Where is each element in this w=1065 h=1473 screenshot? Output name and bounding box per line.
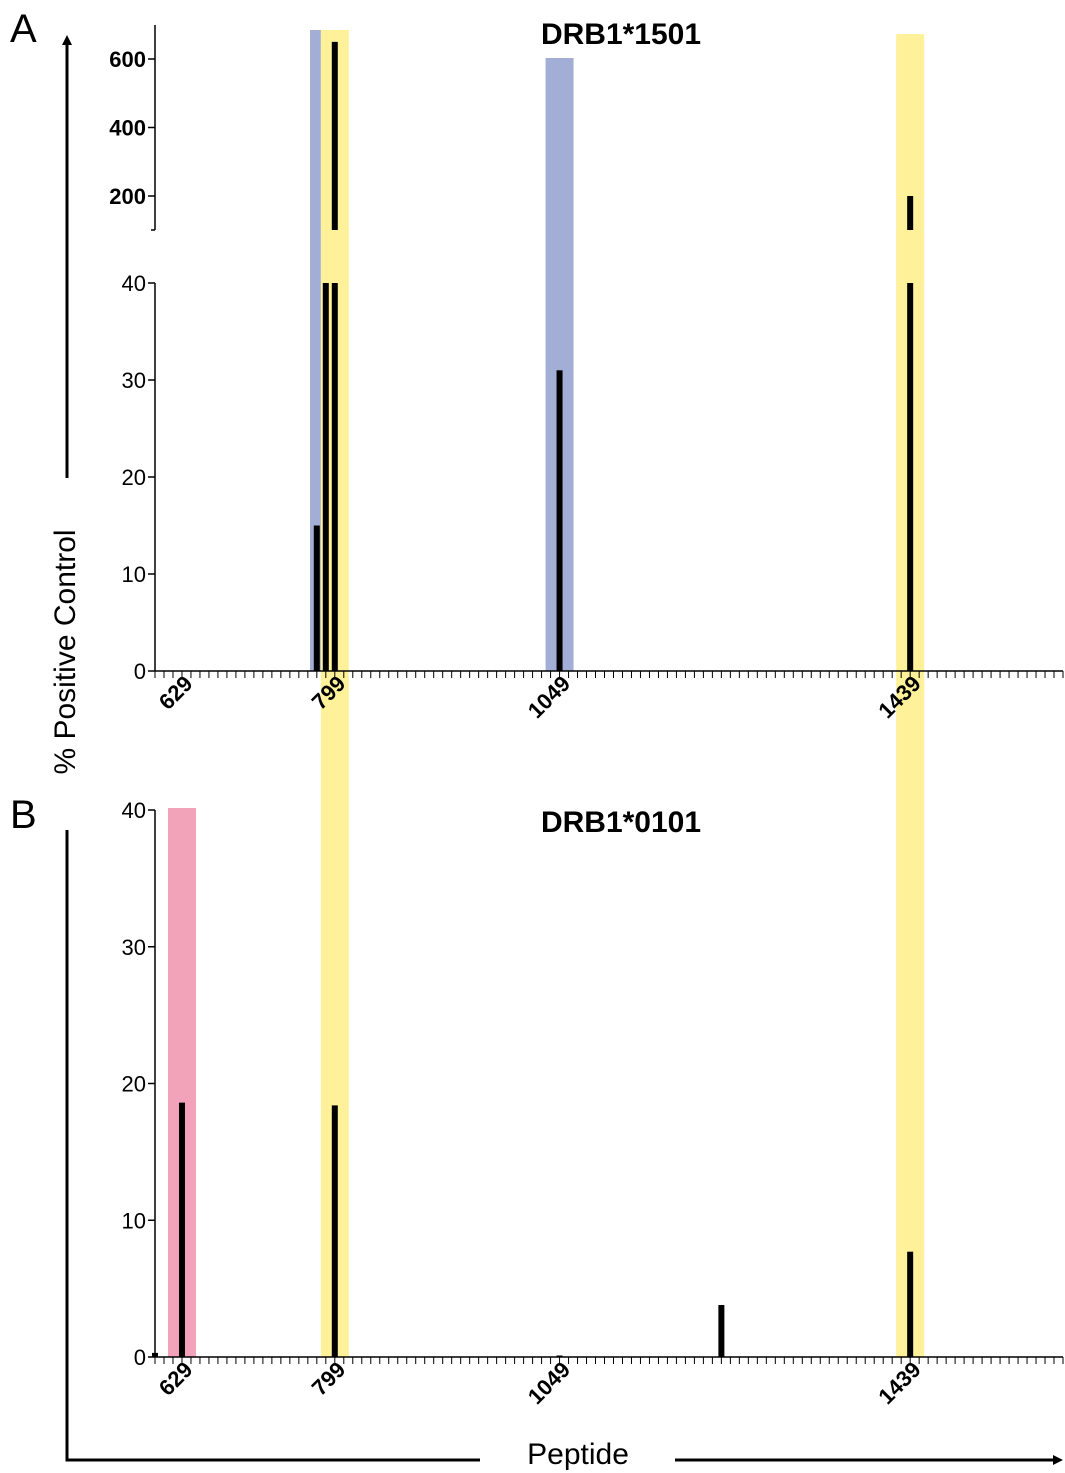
panel-a-bar-upper: [907, 196, 914, 230]
panel-b-y-tick-label: 20: [122, 1072, 146, 1097]
panel-b-bar: [152, 1352, 158, 1357]
panel-a-bar: [556, 370, 563, 671]
panel-a-y-tick-label: 10: [122, 562, 146, 587]
panel-a-y-tick-label: 0: [134, 659, 146, 684]
panel-a-bar: [322, 283, 329, 671]
y-arrow-lower: [65, 830, 480, 1462]
x-axis-title: Peptide: [527, 1438, 629, 1471]
panel-a-chart: DRB1*1501 0 10 20 30 40 200 400 600 629 799 1049 1…: [109, 18, 1064, 1357]
panel-a-highlight-bands: [310, 30, 925, 1357]
panel-letter-b: B: [10, 793, 37, 837]
panel-letter-a: A: [10, 7, 37, 51]
panel-b-y-tick-label: 0: [134, 1345, 146, 1370]
panel-b-bar: [556, 1355, 563, 1357]
figure-frame-arrows: [62, 35, 1063, 1465]
panel-a-y-tick-label: 20: [122, 465, 146, 490]
panel-b-bars: [152, 1102, 914, 1357]
panel-a-band-yellow-1439: [896, 34, 925, 1357]
panel-b-bar: [907, 1251, 914, 1357]
panel-b-axes: 0 10 20 30 40: [122, 798, 1064, 1370]
panel-b-y-tick-label: 40: [122, 798, 146, 823]
panel-b-y-tick-label: 10: [122, 1208, 146, 1233]
panel-a-bar: [313, 525, 320, 671]
panel-b-bar: [718, 1305, 725, 1357]
panel-b-y-tick-label: 30: [122, 935, 146, 960]
panel-b-bar: [331, 1105, 338, 1357]
panel-a-y-tick-label: 30: [122, 368, 146, 393]
panel-a-y-tick-label: 40: [122, 271, 146, 296]
panel-a-y-tick-label: 600: [109, 47, 146, 72]
panel-b-bar: [178, 1102, 185, 1357]
panel-a-bars: [313, 41, 914, 671]
panel-a-bar: [331, 283, 338, 671]
panel-a-x-tick-labels: 629 799 1049 1439: [154, 671, 926, 723]
panel-b-title: DRB1*0101: [541, 806, 701, 839]
panel-a-y-tick-label: 200: [109, 184, 146, 209]
y-axis-title: % Positive Control: [49, 529, 82, 774]
panel-b-x-tick-label: 1049: [523, 1357, 575, 1409]
panel-b-x-tick-labels: 629 799 1049 1439: [154, 1357, 926, 1409]
panel-a-bar-upper: [331, 41, 338, 230]
panel-a-x-tick-label: 1049: [523, 671, 575, 723]
panel-b-x-tick-label: 1439: [873, 1357, 925, 1409]
panel-a-y-tick-label: 400: [109, 116, 146, 141]
panel-a-bar: [907, 283, 914, 671]
panel-a-title: DRB1*1501: [541, 18, 701, 51]
